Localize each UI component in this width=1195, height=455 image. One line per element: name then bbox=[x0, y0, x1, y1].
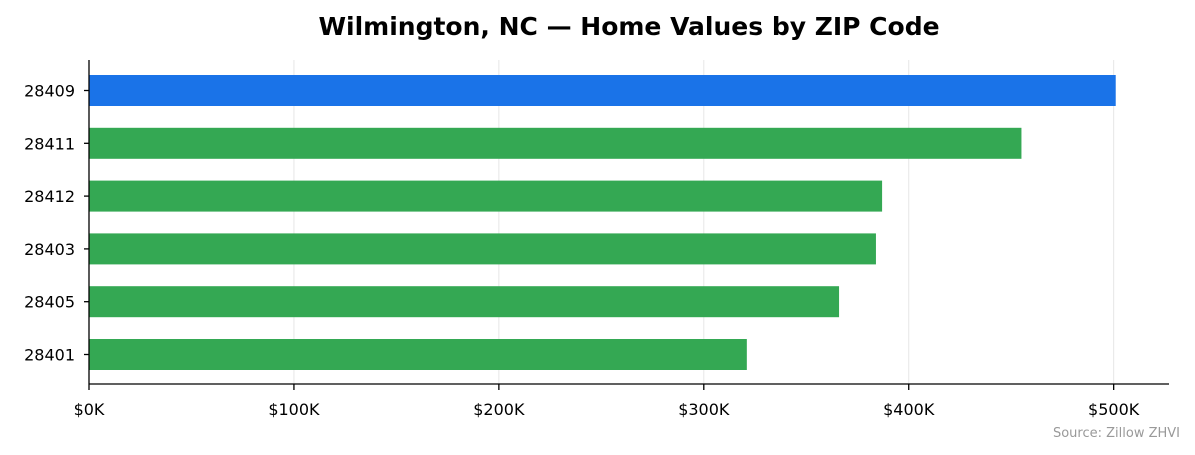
bar-28405 bbox=[89, 286, 840, 318]
ytick-label-28403: 28403 bbox=[24, 240, 75, 259]
chart-title: Wilmington, NC — Home Values by ZIP Code bbox=[318, 12, 939, 41]
bar-28411 bbox=[89, 127, 1022, 159]
xtick-label-5: $500K bbox=[1088, 400, 1140, 419]
xtick-label-4: $400K bbox=[883, 400, 935, 419]
xtick-label-1: $100K bbox=[268, 400, 320, 419]
bar-28409 bbox=[89, 75, 1116, 106]
grid-lines bbox=[293, 60, 1115, 384]
ytick-label-28401: 28401 bbox=[24, 346, 75, 365]
bar-28412 bbox=[89, 180, 883, 212]
ytick-label-28405: 28405 bbox=[24, 293, 75, 312]
ytick-label-28411: 28411 bbox=[24, 134, 75, 153]
bar-28403 bbox=[89, 233, 876, 265]
bars bbox=[89, 75, 1116, 370]
xtick-label-3: $300K bbox=[678, 400, 730, 419]
ytick-label-28412: 28412 bbox=[24, 187, 75, 206]
source-note: Source: Zillow ZHVI bbox=[1053, 426, 1180, 441]
tick-labels: 28409 28411 28412 28403 28405 28401 $0K $100K $2… bbox=[24, 82, 1140, 420]
xtick-label-0: $0K bbox=[74, 400, 105, 419]
ytick-label-28409: 28409 bbox=[24, 82, 75, 101]
axes bbox=[84, 60, 1169, 390]
bar-28401 bbox=[89, 339, 747, 370]
xtick-label-2: $200K bbox=[473, 400, 525, 419]
